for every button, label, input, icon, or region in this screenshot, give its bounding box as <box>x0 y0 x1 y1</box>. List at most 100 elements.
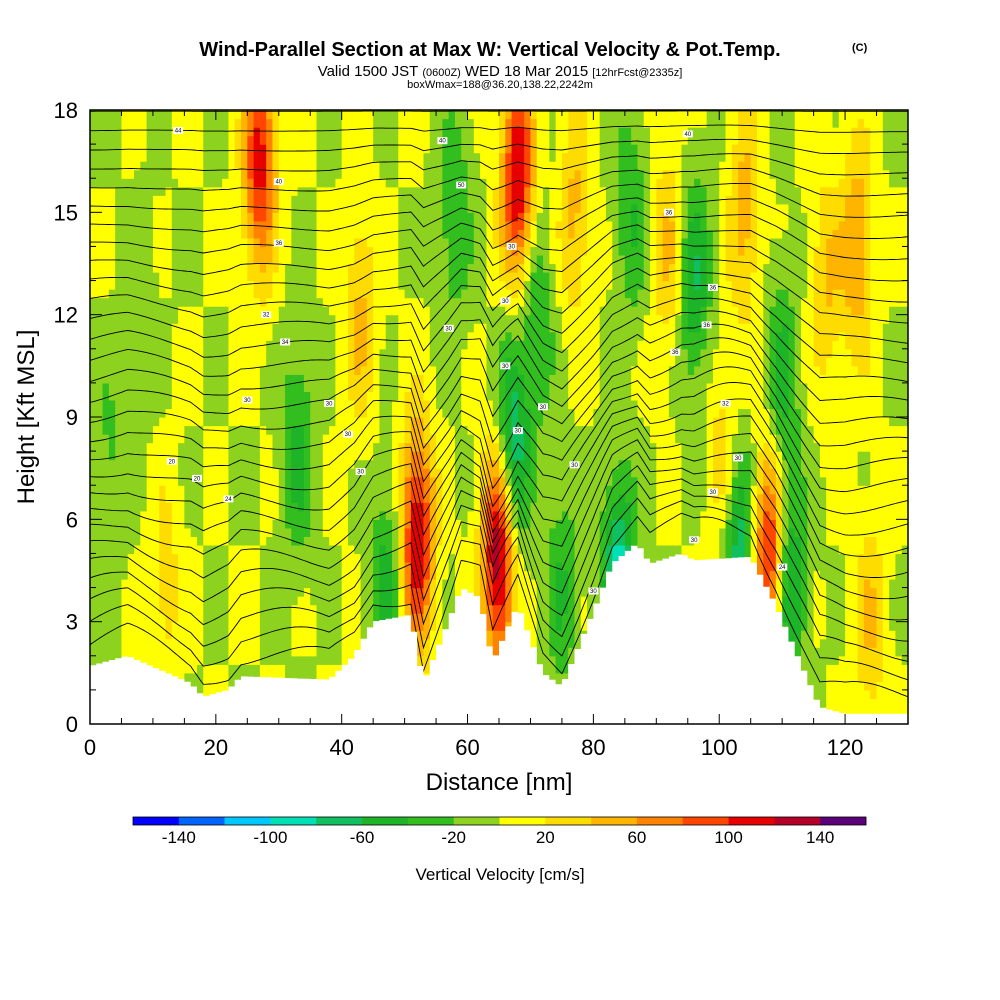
velocity-cell <box>517 237 525 248</box>
velocity-cell <box>178 408 185 418</box>
velocity-cell <box>454 536 462 546</box>
velocity-cell <box>146 374 154 384</box>
velocity-cell <box>115 306 123 316</box>
velocity-cell <box>247 485 255 495</box>
velocity-cell <box>347 510 355 520</box>
velocity-cell <box>203 493 211 503</box>
velocity-cell <box>379 272 387 282</box>
velocity-cell <box>461 135 469 145</box>
velocity-cell <box>96 289 104 299</box>
velocity-cell <box>190 127 198 137</box>
velocity-cell <box>102 451 110 461</box>
velocity-cell <box>190 237 198 248</box>
velocity-cell <box>429 254 437 265</box>
velocity-cell <box>234 152 242 162</box>
velocity-cell <box>115 340 123 350</box>
velocity-cell <box>234 272 242 282</box>
velocity-cell <box>234 135 242 145</box>
velocity-cell <box>146 459 154 469</box>
velocity-cell <box>102 425 110 435</box>
velocity-cell <box>190 212 198 222</box>
velocity-cell <box>291 246 299 256</box>
velocity-cell <box>379 536 387 546</box>
velocity-cell <box>146 502 154 512</box>
velocity-cell <box>96 306 104 316</box>
velocity-cell <box>316 348 324 358</box>
velocity-cell <box>379 203 387 213</box>
velocity-cell <box>461 314 469 324</box>
velocity-cell <box>499 127 506 137</box>
velocity-cell <box>108 195 116 205</box>
velocity-cell <box>171 655 179 665</box>
velocity-cell <box>297 331 305 341</box>
velocity-cell <box>152 272 160 282</box>
velocity-cell <box>165 408 173 418</box>
velocity-cell <box>392 425 399 435</box>
velocity-cell <box>96 621 104 631</box>
velocity-cell <box>121 596 129 606</box>
velocity-cell <box>228 280 236 290</box>
velocity-cell <box>90 621 97 631</box>
velocity-cell <box>253 391 261 401</box>
velocity-cell <box>159 468 167 478</box>
velocity-cell <box>90 118 97 128</box>
velocity-cell <box>454 485 462 495</box>
velocity-cell <box>329 314 336 324</box>
velocity-cell <box>209 178 217 188</box>
velocity-cell <box>473 485 481 495</box>
velocity-cell <box>222 152 230 162</box>
velocity-cell <box>146 178 154 188</box>
velocity-cell <box>234 144 242 154</box>
velocity-cell <box>96 408 104 418</box>
velocity-cell <box>303 493 311 503</box>
velocity-cell <box>373 468 381 478</box>
velocity-cell <box>134 229 141 239</box>
velocity-cell <box>303 459 311 469</box>
velocity-cell <box>436 220 443 230</box>
velocity-cell <box>222 340 230 350</box>
velocity-cell <box>203 357 211 367</box>
velocity-cell <box>473 442 481 452</box>
velocity-cell <box>209 229 217 239</box>
velocity-cell <box>379 289 387 299</box>
velocity-cell <box>209 110 217 120</box>
velocity-cell <box>310 365 318 375</box>
velocity-cell <box>115 203 123 213</box>
velocity-cell <box>404 331 412 341</box>
velocity-cell <box>241 570 248 580</box>
velocity-cell <box>417 587 425 597</box>
velocity-cell <box>234 579 242 589</box>
velocity-cell <box>461 365 469 375</box>
velocity-cell <box>480 374 488 384</box>
velocity-cell <box>134 391 141 401</box>
velocity-cell <box>171 110 179 120</box>
velocity-cell <box>234 493 242 503</box>
velocity-cell <box>335 169 343 179</box>
velocity-cell <box>272 647 280 657</box>
velocity-cell <box>121 630 129 640</box>
velocity-cell <box>222 220 230 230</box>
velocity-cell <box>152 127 160 137</box>
velocity-cell <box>228 502 236 512</box>
velocity-cell <box>90 323 97 333</box>
velocity-cell <box>140 374 148 384</box>
velocity-cell <box>417 178 425 188</box>
velocity-cell <box>398 289 406 299</box>
velocity-cell <box>461 254 469 265</box>
velocity-cell <box>322 272 330 282</box>
velocity-cell <box>152 220 160 230</box>
velocity-cell <box>171 340 179 350</box>
velocity-cell <box>436 152 443 162</box>
velocity-cell <box>121 621 129 631</box>
velocity-cell <box>366 502 374 512</box>
velocity-cell <box>234 425 242 435</box>
velocity-cell <box>467 434 475 444</box>
velocity-cell <box>272 169 280 179</box>
velocity-cell <box>241 195 248 205</box>
velocity-cell <box>272 442 280 452</box>
velocity-cell <box>140 527 148 537</box>
velocity-cell <box>291 144 299 154</box>
velocity-cell <box>127 169 135 179</box>
velocity-cell <box>467 544 475 555</box>
velocity-cell <box>341 417 349 427</box>
